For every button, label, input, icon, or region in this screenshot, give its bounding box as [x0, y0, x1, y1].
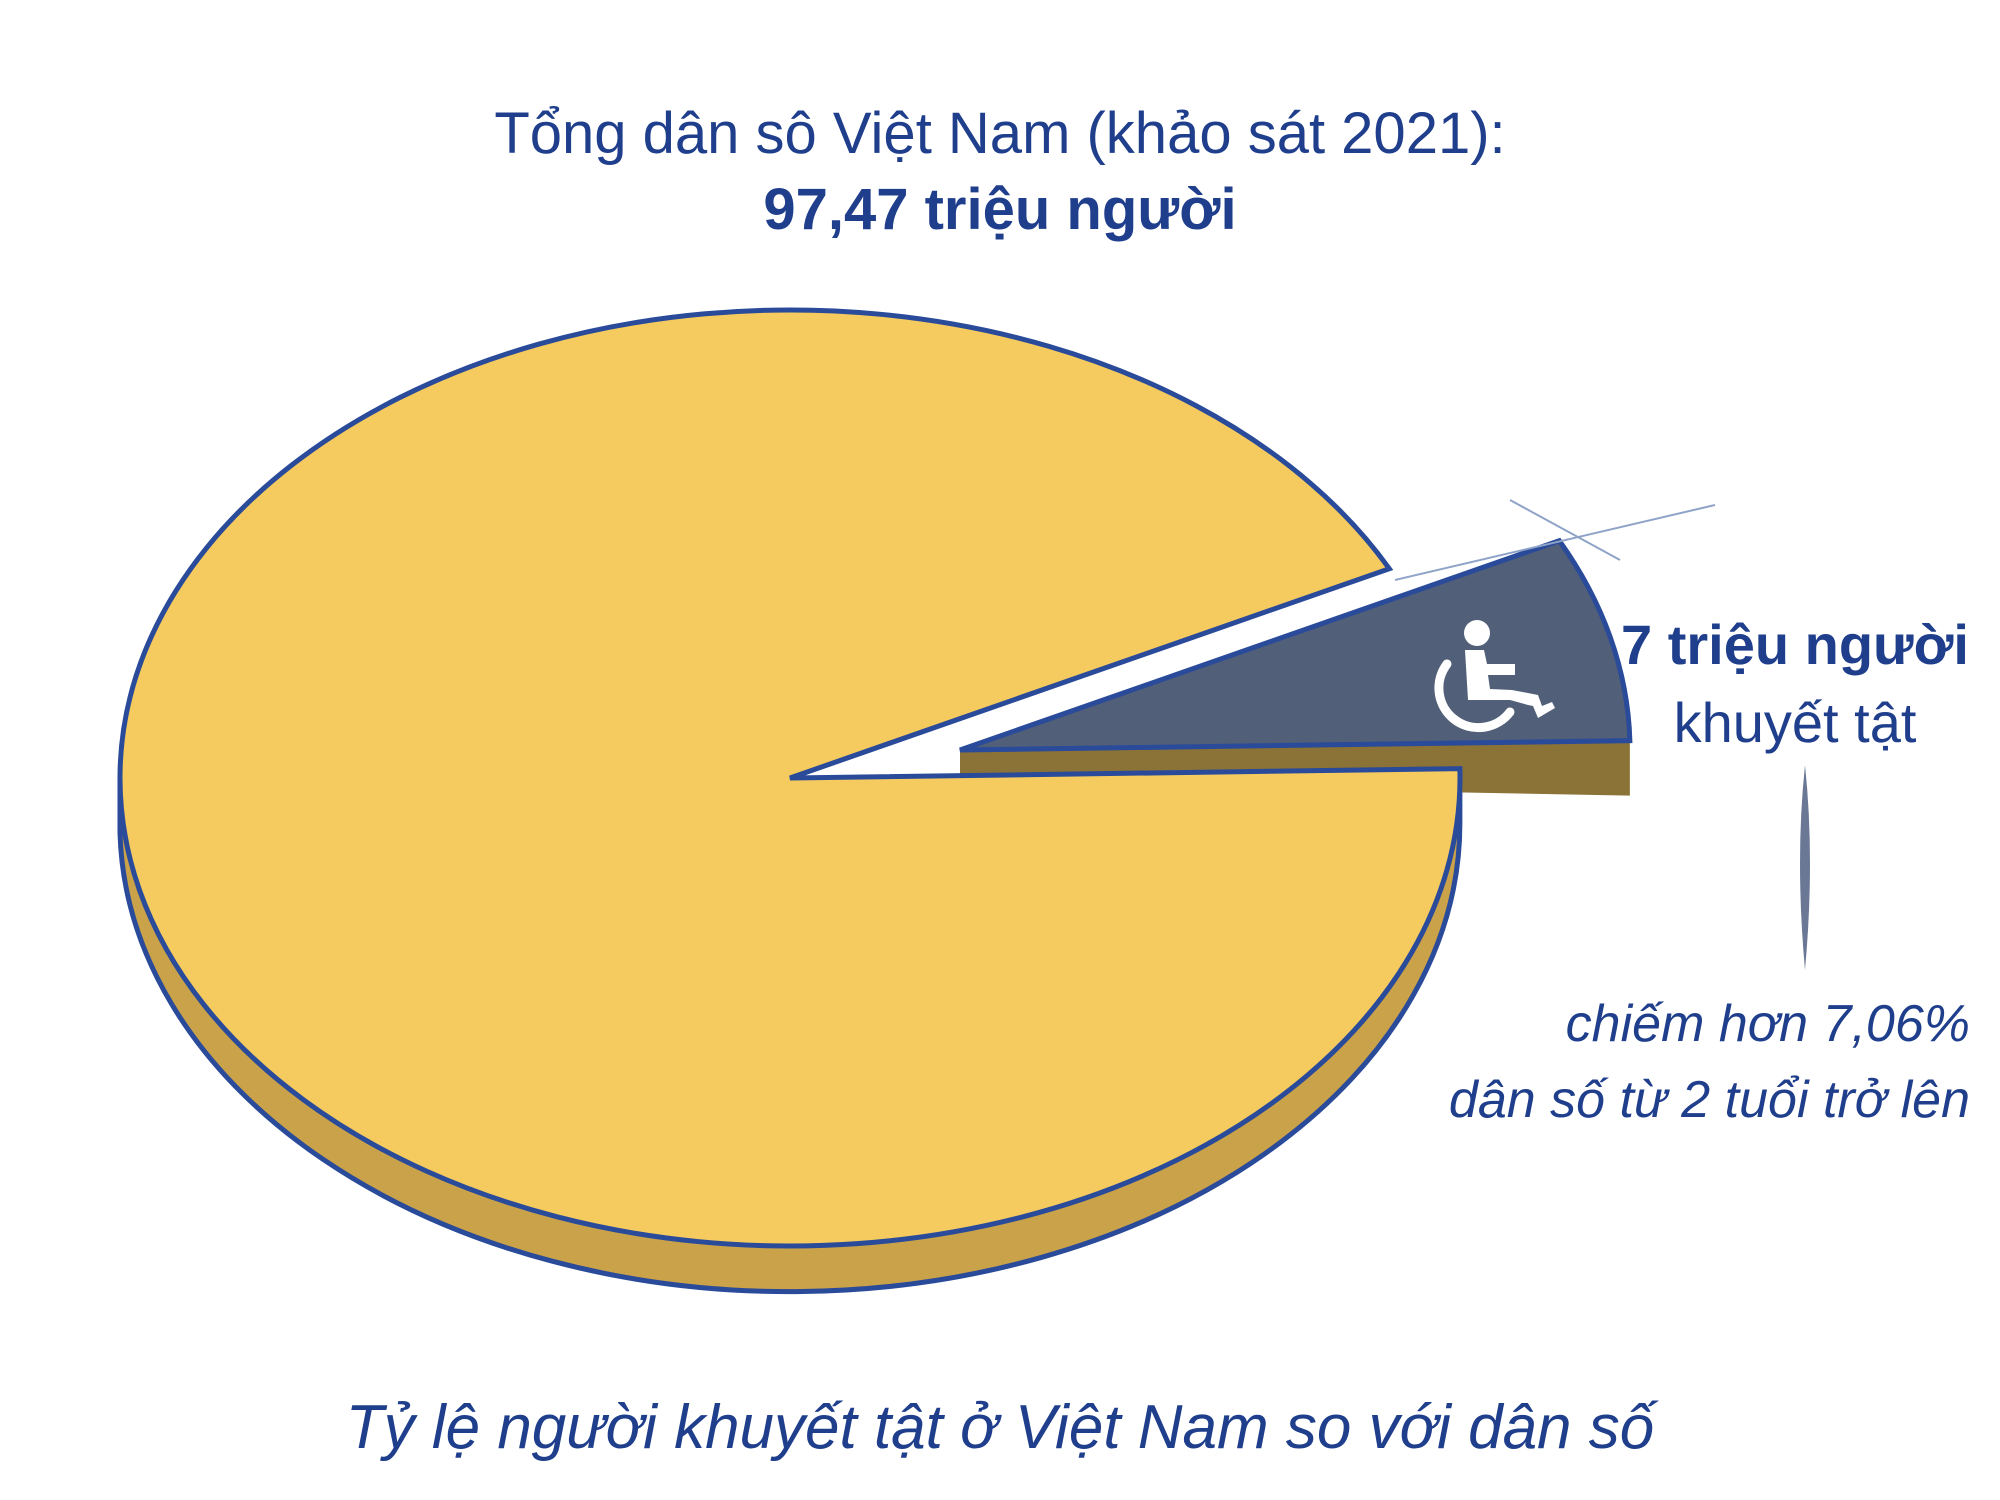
pie-slice-main [117, 307, 1463, 1249]
chart-title: Tổng dân sô Việt Nam (khảo sát 2021): [494, 101, 1506, 166]
annotation-line-1: chiếm hơn 7,06% [1565, 995, 1970, 1053]
connector-line [1800, 765, 1810, 970]
pie-slice-disability [959, 537, 1633, 753]
sketch-line [1394, 504, 1716, 581]
annotation-line-2: dân số từ 2 tuổi trở lên [1448, 1071, 1970, 1129]
chart-caption: Tỷ lệ người khuyết tật ở Việt Nam so với… [345, 1393, 1655, 1462]
wheelchair-icon [1434, 620, 1555, 733]
slice-label-sub: khuyết tật [1673, 691, 1917, 754]
sketch-line [1509, 499, 1621, 561]
chart-subtitle: 97,47 triệu người [763, 177, 1237, 242]
slice-label-value: 7 triệu người [1621, 613, 1969, 676]
